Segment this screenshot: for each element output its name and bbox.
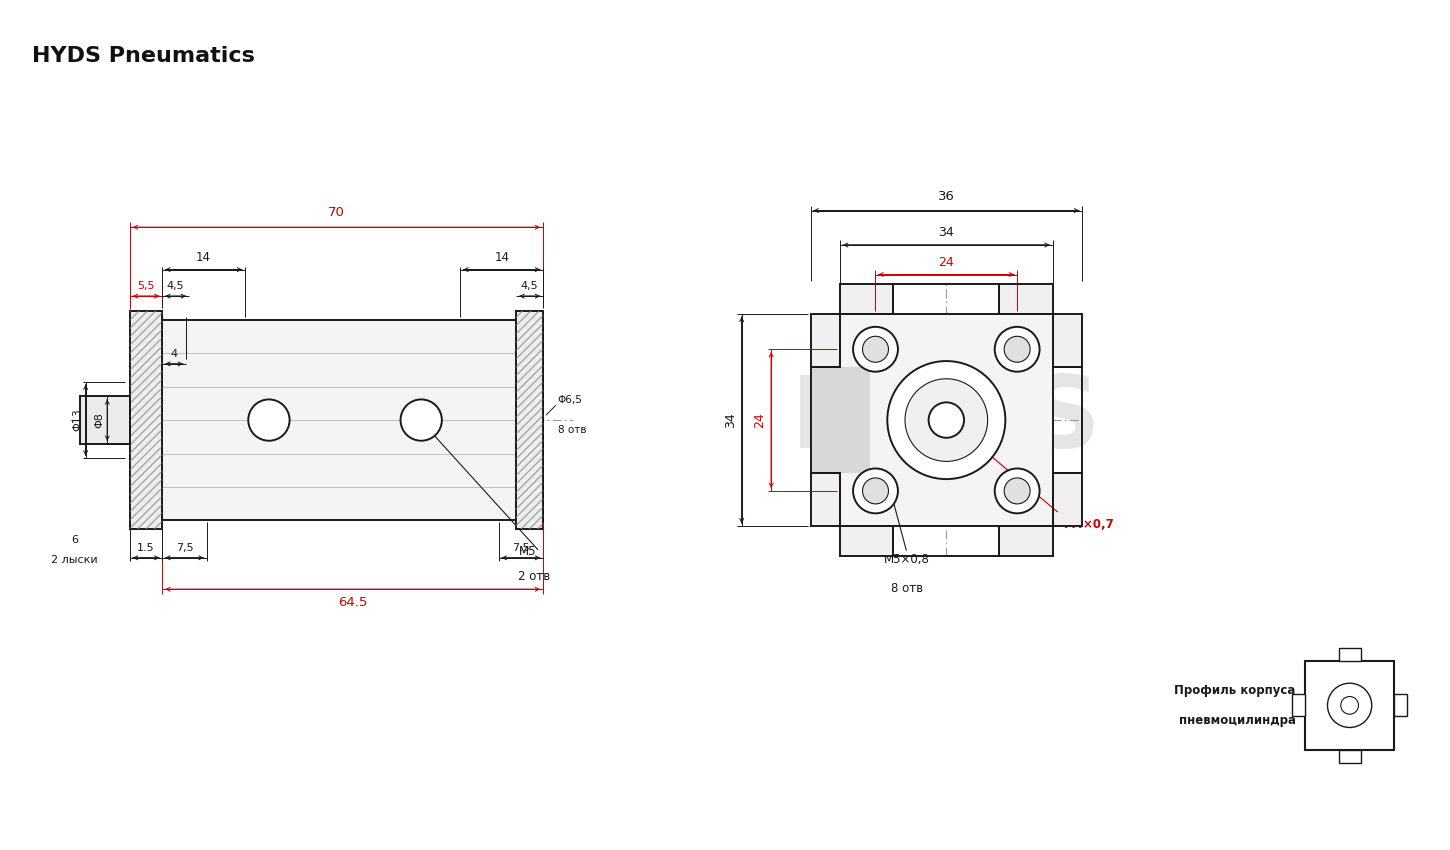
Bar bbox=[840, 367, 870, 473]
Circle shape bbox=[1341, 696, 1359, 714]
Text: 34: 34 bbox=[938, 226, 954, 239]
Bar bbox=[999, 526, 1053, 556]
Text: 70: 70 bbox=[328, 207, 345, 219]
Text: 1.5: 1.5 bbox=[138, 543, 155, 552]
Text: M4×0,7: M4×0,7 bbox=[1064, 518, 1115, 531]
Circle shape bbox=[928, 402, 964, 438]
Text: 4,5: 4,5 bbox=[521, 281, 538, 292]
Text: Профиль корпуса: Профиль корпуса bbox=[1174, 684, 1295, 697]
Text: 5,5: 5,5 bbox=[138, 281, 155, 292]
Bar bbox=[130, 311, 162, 530]
Bar bbox=[840, 526, 893, 556]
Bar bbox=[811, 473, 840, 526]
Text: HYDS: HYDS bbox=[790, 371, 1102, 468]
Bar bbox=[1338, 648, 1360, 661]
Bar bbox=[130, 311, 162, 530]
Text: Φ6,5: Φ6,5 bbox=[558, 395, 583, 405]
Circle shape bbox=[887, 361, 1005, 479]
Text: Φ8: Φ8 bbox=[94, 412, 104, 428]
Circle shape bbox=[400, 400, 442, 441]
Bar bbox=[1053, 473, 1082, 526]
Text: пневмоцилиндра: пневмоцилиндра bbox=[1179, 714, 1295, 727]
Bar bbox=[1053, 314, 1082, 367]
Text: 34: 34 bbox=[724, 412, 737, 428]
Bar bbox=[811, 314, 840, 367]
Circle shape bbox=[248, 400, 290, 441]
Bar bbox=[1292, 694, 1305, 717]
Text: 24: 24 bbox=[754, 412, 766, 428]
Bar bbox=[1338, 750, 1360, 763]
Text: 7,5: 7,5 bbox=[512, 543, 529, 552]
Bar bbox=[80, 396, 130, 444]
Text: 24: 24 bbox=[938, 256, 954, 269]
Bar bbox=[162, 320, 542, 520]
Bar bbox=[840, 314, 1053, 526]
Text: HYDS: HYDS bbox=[152, 371, 463, 468]
Circle shape bbox=[905, 379, 987, 462]
Bar bbox=[516, 311, 542, 530]
Text: HYDS Pneumatics: HYDS Pneumatics bbox=[32, 46, 254, 66]
Bar bbox=[1305, 661, 1393, 750]
Bar bbox=[811, 367, 840, 473]
Bar bbox=[1393, 694, 1406, 717]
Circle shape bbox=[1005, 337, 1030, 362]
Circle shape bbox=[853, 468, 898, 513]
Text: 14: 14 bbox=[196, 251, 212, 264]
Bar bbox=[999, 285, 1053, 314]
Text: 4: 4 bbox=[171, 349, 178, 359]
Text: 8 отв: 8 отв bbox=[558, 425, 586, 435]
Text: 7,5: 7,5 bbox=[175, 543, 193, 552]
Bar bbox=[516, 311, 542, 530]
Circle shape bbox=[995, 468, 1040, 513]
Text: 36: 36 bbox=[938, 190, 954, 202]
Circle shape bbox=[1328, 683, 1372, 728]
Circle shape bbox=[995, 327, 1040, 371]
Circle shape bbox=[863, 478, 889, 504]
Text: 6: 6 bbox=[71, 536, 78, 545]
Circle shape bbox=[1005, 478, 1030, 504]
Text: 2 лыски: 2 лыски bbox=[52, 555, 99, 565]
Circle shape bbox=[853, 327, 898, 371]
Text: 8 отв: 8 отв bbox=[890, 582, 924, 595]
Text: Φ13: Φ13 bbox=[72, 409, 83, 432]
Text: 4,5: 4,5 bbox=[167, 281, 184, 292]
Bar bbox=[840, 285, 893, 314]
Text: 14: 14 bbox=[494, 251, 509, 264]
Text: M5×0,8: M5×0,8 bbox=[884, 552, 929, 566]
Circle shape bbox=[863, 337, 889, 362]
Text: M5: M5 bbox=[519, 545, 536, 558]
Text: 64.5: 64.5 bbox=[338, 596, 367, 609]
Text: 2 отв: 2 отв bbox=[519, 570, 551, 582]
